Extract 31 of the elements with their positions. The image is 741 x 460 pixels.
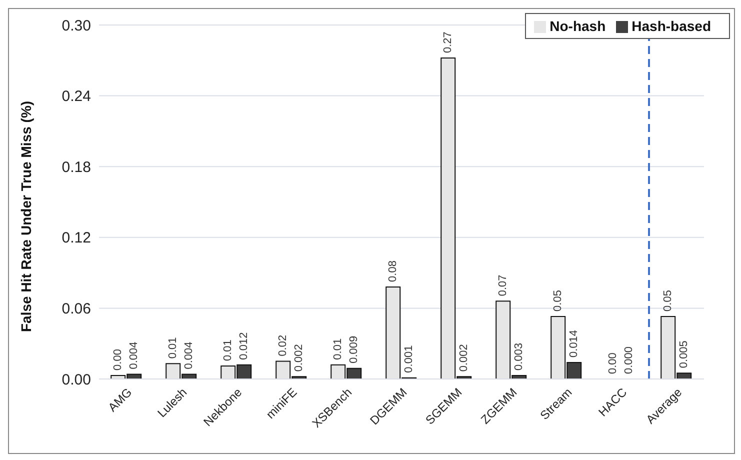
data-label: 0.001 bbox=[403, 345, 416, 373]
data-label: 0.00 bbox=[112, 349, 124, 370]
legend-label: No-hash bbox=[550, 18, 606, 34]
data-label: 0.01 bbox=[332, 338, 344, 360]
data-label: 0.003 bbox=[513, 342, 526, 370]
y-tick-label: 0.30 bbox=[62, 17, 91, 34]
data-label: 0.00 bbox=[607, 352, 620, 374]
data-label: 0.005 bbox=[678, 340, 690, 368]
data-label: 0.05 bbox=[552, 290, 564, 312]
data-label: 0.01 bbox=[167, 337, 180, 359]
data-label: 0.27 bbox=[442, 32, 454, 54]
y-tick-label: 0.12 bbox=[62, 230, 91, 247]
y-tick-label: 0.18 bbox=[62, 158, 91, 176]
data-label: 0.01 bbox=[222, 340, 234, 362]
data-label: 0.004 bbox=[183, 342, 196, 370]
data-label: 0.002 bbox=[458, 344, 470, 372]
y-tick-label: 0.06 bbox=[62, 300, 91, 318]
y-tick-label: 0.00 bbox=[62, 371, 91, 388]
data-label: 0.004 bbox=[128, 342, 140, 370]
y-axis-title: False Hit Rate Under True Miss (%) bbox=[18, 100, 34, 332]
y-tick-label: 0.24 bbox=[62, 88, 91, 106]
data-label: 0.012 bbox=[238, 332, 250, 360]
legend-label: Hash-based bbox=[632, 18, 711, 34]
data-label: 0.014 bbox=[568, 330, 580, 358]
data-label: 0.08 bbox=[387, 260, 400, 282]
data-label: 0.05 bbox=[662, 290, 674, 312]
data-label: 0.02 bbox=[277, 334, 290, 356]
data-label: 0.009 bbox=[348, 336, 360, 364]
data-label: 0.000 bbox=[623, 346, 636, 374]
data-label: 0.07 bbox=[497, 274, 510, 296]
data-label: 0.002 bbox=[293, 344, 306, 372]
